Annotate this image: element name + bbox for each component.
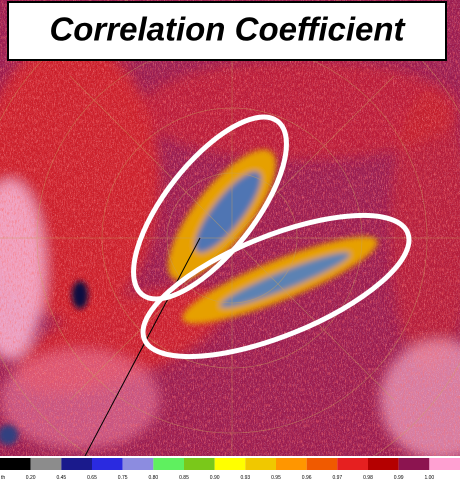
- colorbar-label: 1.00: [424, 475, 434, 481]
- colorbar-label: 0.97: [332, 475, 342, 481]
- title: Correlation Coefficient: [49, 11, 406, 48]
- page: Correlation Coefficient th 0.20 0.45 0.65 0.…: [0, 0, 460, 482]
- color-swatch: [153, 458, 184, 470]
- color-swatch: [184, 458, 215, 470]
- color-swatch: [31, 458, 62, 470]
- colorbar-label: 0.99: [394, 475, 404, 481]
- colorbar-label: 0.93: [240, 475, 250, 481]
- color-swatch: [245, 458, 276, 470]
- colorbar-label: 0.45: [56, 475, 66, 481]
- color-swatch: [276, 458, 307, 470]
- colorbar-label: 0.96: [302, 475, 312, 481]
- color-swatch: [429, 458, 460, 470]
- colorbar-label: 0.75: [118, 475, 128, 481]
- color-swatch: [92, 458, 123, 470]
- color-swatch: [337, 458, 368, 470]
- radar-view: Correlation Coefficient th 0.20 0.45 0.65 0.…: [0, 0, 460, 482]
- color-swatch: [399, 458, 430, 470]
- color-swatch: [307, 458, 338, 470]
- color-swatch: [0, 458, 31, 470]
- color-swatch: [61, 458, 92, 470]
- colorbar-label: 0.65: [87, 475, 97, 481]
- colorbar-label: th: [1, 475, 5, 481]
- color-swatch: [215, 458, 246, 470]
- colorbar-label: 0.98: [363, 475, 373, 481]
- color-swatch: [123, 458, 154, 470]
- colorbar-label: 0.80: [148, 475, 158, 481]
- color-swatch: [368, 458, 399, 470]
- colorbar-label: 0.20: [26, 475, 36, 481]
- colorbar-label: 0.90: [210, 475, 220, 481]
- radar-image: [0, 0, 460, 482]
- colorbar: th 0.20 0.45 0.65 0.75 0.80 0.85 0.90 0.93 0.95 0.…: [0, 458, 460, 481]
- colorbar-label: 0.95: [271, 475, 281, 481]
- colorbar-label: 0.85: [179, 475, 189, 481]
